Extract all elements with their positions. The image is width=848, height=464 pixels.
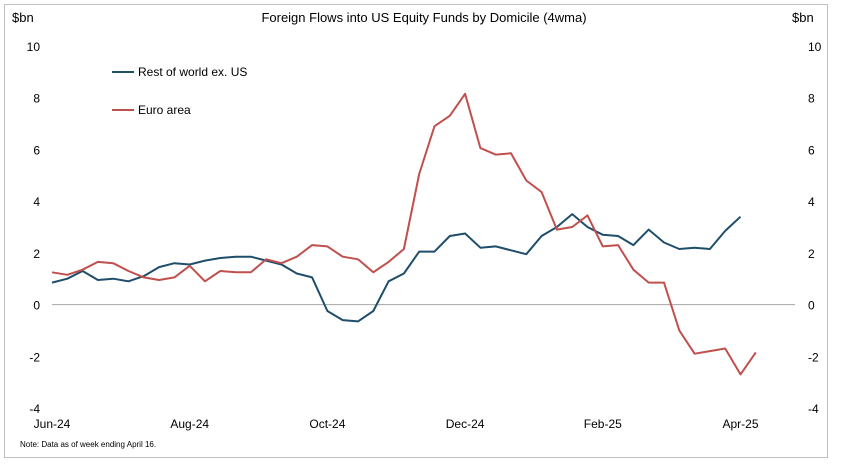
x-tick-label: Aug-24 [170,417,209,431]
y-tick-label-left: 8 [33,92,40,106]
x-tick-label: Jun-24 [34,417,71,431]
chart-series [51,92,757,376]
y-tick-label-right: 6 [808,143,815,157]
x-tick-label: Dec-24 [446,417,485,431]
series-line-rest-of-world [51,213,742,323]
y-tick-label-left: 0 [33,299,40,313]
y-tick-label-right: 0 [808,299,815,313]
right-axis-unit: $bn [792,10,814,25]
x-tick-label: Oct-24 [309,417,345,431]
legend-label-rest-of-world: Rest of world ex. US [138,65,247,79]
left-axis-unit: $bn [12,10,34,25]
chart-frame [4,4,828,458]
y-tick-label-right: 4 [808,195,815,209]
x-tick-label: Feb-25 [584,417,622,431]
y-tick-label-left: 4 [33,195,40,209]
chart-axes: -4 -4 -2 -2 0 0 2 2 4 4 6 6 8 8 10 10 Jun-24 Aug-24 Oct-24… [27,40,822,431]
y-tick-label-left: 2 [33,247,40,261]
y-tick-label-left: -4 [29,402,40,416]
chart-note: Note: Data as of week ending April 16. [20,440,157,449]
y-tick-label-right: 8 [808,92,815,106]
x-tick-label: Apr-25 [722,417,758,431]
y-tick-label-right: -2 [808,350,819,364]
y-tick-label-right: 2 [808,247,815,261]
y-tick-label-left: 6 [33,143,40,157]
y-tick-label-left: 10 [27,40,41,54]
chart-title: Foreign Flows into US Equity Funds by Do… [261,10,587,25]
legend-label-euro-area: Euro area [138,103,191,117]
chart-legend: Rest of world ex. US Euro area [112,65,247,117]
y-tick-label-right: -4 [808,402,819,416]
series-line-euro-area [51,92,757,376]
y-tick-label-left: -2 [29,350,40,364]
y-tick-label-right: 10 [808,40,822,54]
